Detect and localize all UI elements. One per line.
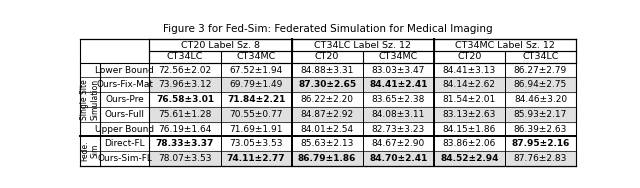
Text: 86.94±2.75: 86.94±2.75 <box>514 80 567 89</box>
Text: 85.93±2.17: 85.93±2.17 <box>514 110 567 119</box>
Text: 72.56±2.02: 72.56±2.02 <box>159 65 212 74</box>
Text: Single Site
Simulation: Single Site Simulation <box>80 79 100 120</box>
Text: CT34LC: CT34LC <box>167 52 203 61</box>
Text: CT34MC: CT34MC <box>379 52 418 61</box>
Text: 84.70±2.41: 84.70±2.41 <box>369 154 428 163</box>
Text: CT34LC: CT34LC <box>522 52 559 61</box>
Text: 67.52±1.94: 67.52±1.94 <box>230 65 283 74</box>
Text: 86.79±1.86: 86.79±1.86 <box>298 154 356 163</box>
Text: Upper Bound: Upper Bound <box>95 124 154 133</box>
Bar <box>150 151 576 166</box>
Text: 76.19±1.64: 76.19±1.64 <box>158 124 212 133</box>
Text: 84.52±2.94: 84.52±2.94 <box>440 154 499 163</box>
Text: CT34MC: CT34MC <box>236 52 276 61</box>
Text: Ours-Full: Ours-Full <box>105 110 145 119</box>
Text: Figure 3 for Fed-Sim: Federated Simulation for Medical Imaging: Figure 3 for Fed-Sim: Federated Simulati… <box>163 24 493 34</box>
Text: 84.01±2.54: 84.01±2.54 <box>301 124 354 133</box>
Text: 86.22±2.20: 86.22±2.20 <box>301 95 354 104</box>
Text: 84.67±2.90: 84.67±2.90 <box>372 139 425 148</box>
Text: Ours-Fix-Mat: Ours-Fix-Mat <box>96 80 153 89</box>
Text: 70.55±0.77: 70.55±0.77 <box>229 110 283 119</box>
Bar <box>150 107 576 122</box>
Text: Ours-Pre: Ours-Pre <box>105 95 144 104</box>
Text: 87.95±2.16: 87.95±2.16 <box>511 139 570 148</box>
Text: Fede.
Sim: Fede. Sim <box>80 141 100 161</box>
Text: CT20: CT20 <box>315 52 339 61</box>
Text: 74.11±2.77: 74.11±2.77 <box>227 154 285 163</box>
Text: 78.07±3.53: 78.07±3.53 <box>158 154 212 163</box>
Text: 87.30±2.65: 87.30±2.65 <box>298 80 356 89</box>
Text: 85.63±2.13: 85.63±2.13 <box>301 139 354 148</box>
Text: CT34MC Label Sz. 12: CT34MC Label Sz. 12 <box>455 41 555 50</box>
Text: CT20: CT20 <box>457 52 481 61</box>
Text: 86.39±2.63: 86.39±2.63 <box>514 124 567 133</box>
Text: 83.13±2.63: 83.13±2.63 <box>443 110 496 119</box>
Text: 84.41±2.41: 84.41±2.41 <box>369 80 428 89</box>
Text: Lower Bound: Lower Bound <box>95 65 154 74</box>
Text: 73.05±3.53: 73.05±3.53 <box>229 139 283 148</box>
Text: 69.79±1.49: 69.79±1.49 <box>229 80 283 89</box>
Bar <box>150 77 576 92</box>
Text: 87.76±2.83: 87.76±2.83 <box>514 154 567 163</box>
Text: 84.14±2.62: 84.14±2.62 <box>443 80 496 89</box>
Text: 71.84±2.21: 71.84±2.21 <box>227 95 285 104</box>
Text: Ours-Sim-FL: Ours-Sim-FL <box>97 154 152 163</box>
Text: 84.88±3.31: 84.88±3.31 <box>301 65 354 74</box>
Text: 81.54±2.01: 81.54±2.01 <box>443 95 496 104</box>
Text: 78.33±3.37: 78.33±3.37 <box>156 139 214 148</box>
Text: 76.58±3.01: 76.58±3.01 <box>156 95 214 104</box>
Text: 84.15±1.86: 84.15±1.86 <box>443 124 496 133</box>
Text: 84.87±2.92: 84.87±2.92 <box>301 110 354 119</box>
Text: 83.65±2.38: 83.65±2.38 <box>372 95 425 104</box>
Text: 73.96±3.12: 73.96±3.12 <box>158 80 212 89</box>
Text: 84.08±3.11: 84.08±3.11 <box>372 110 425 119</box>
Text: 82.73±3.23: 82.73±3.23 <box>372 124 425 133</box>
Text: 83.86±2.06: 83.86±2.06 <box>443 139 496 148</box>
Text: Direct-FL: Direct-FL <box>104 139 145 148</box>
Text: CT34LC Label Sz. 12: CT34LC Label Sz. 12 <box>314 41 412 50</box>
Text: 84.46±3.20: 84.46±3.20 <box>514 95 567 104</box>
Text: CT20 Label Sz. 8: CT20 Label Sz. 8 <box>181 41 260 50</box>
Text: 86.27±2.79: 86.27±2.79 <box>514 65 567 74</box>
Text: 75.61±1.28: 75.61±1.28 <box>158 110 212 119</box>
Text: 83.03±3.47: 83.03±3.47 <box>372 65 425 74</box>
Text: 71.69±1.91: 71.69±1.91 <box>229 124 283 133</box>
Text: 84.41±3.13: 84.41±3.13 <box>443 65 496 74</box>
